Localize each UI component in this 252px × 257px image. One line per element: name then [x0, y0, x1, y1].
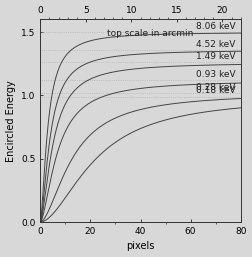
- Text: 4.52 keV: 4.52 keV: [196, 40, 235, 49]
- Y-axis label: Encircled Energy: Encircled Energy: [6, 80, 16, 162]
- Text: 0.18 keV: 0.18 keV: [196, 86, 235, 95]
- Text: 0.93 keV: 0.93 keV: [196, 70, 235, 79]
- X-axis label: pixels: pixels: [126, 241, 155, 251]
- Text: 1.49 keV: 1.49 keV: [196, 52, 235, 61]
- Text: top scale in arcmin: top scale in arcmin: [107, 29, 194, 38]
- Text: 0.28 keV: 0.28 keV: [196, 82, 235, 91]
- Text: 8.06 keV: 8.06 keV: [196, 22, 235, 31]
